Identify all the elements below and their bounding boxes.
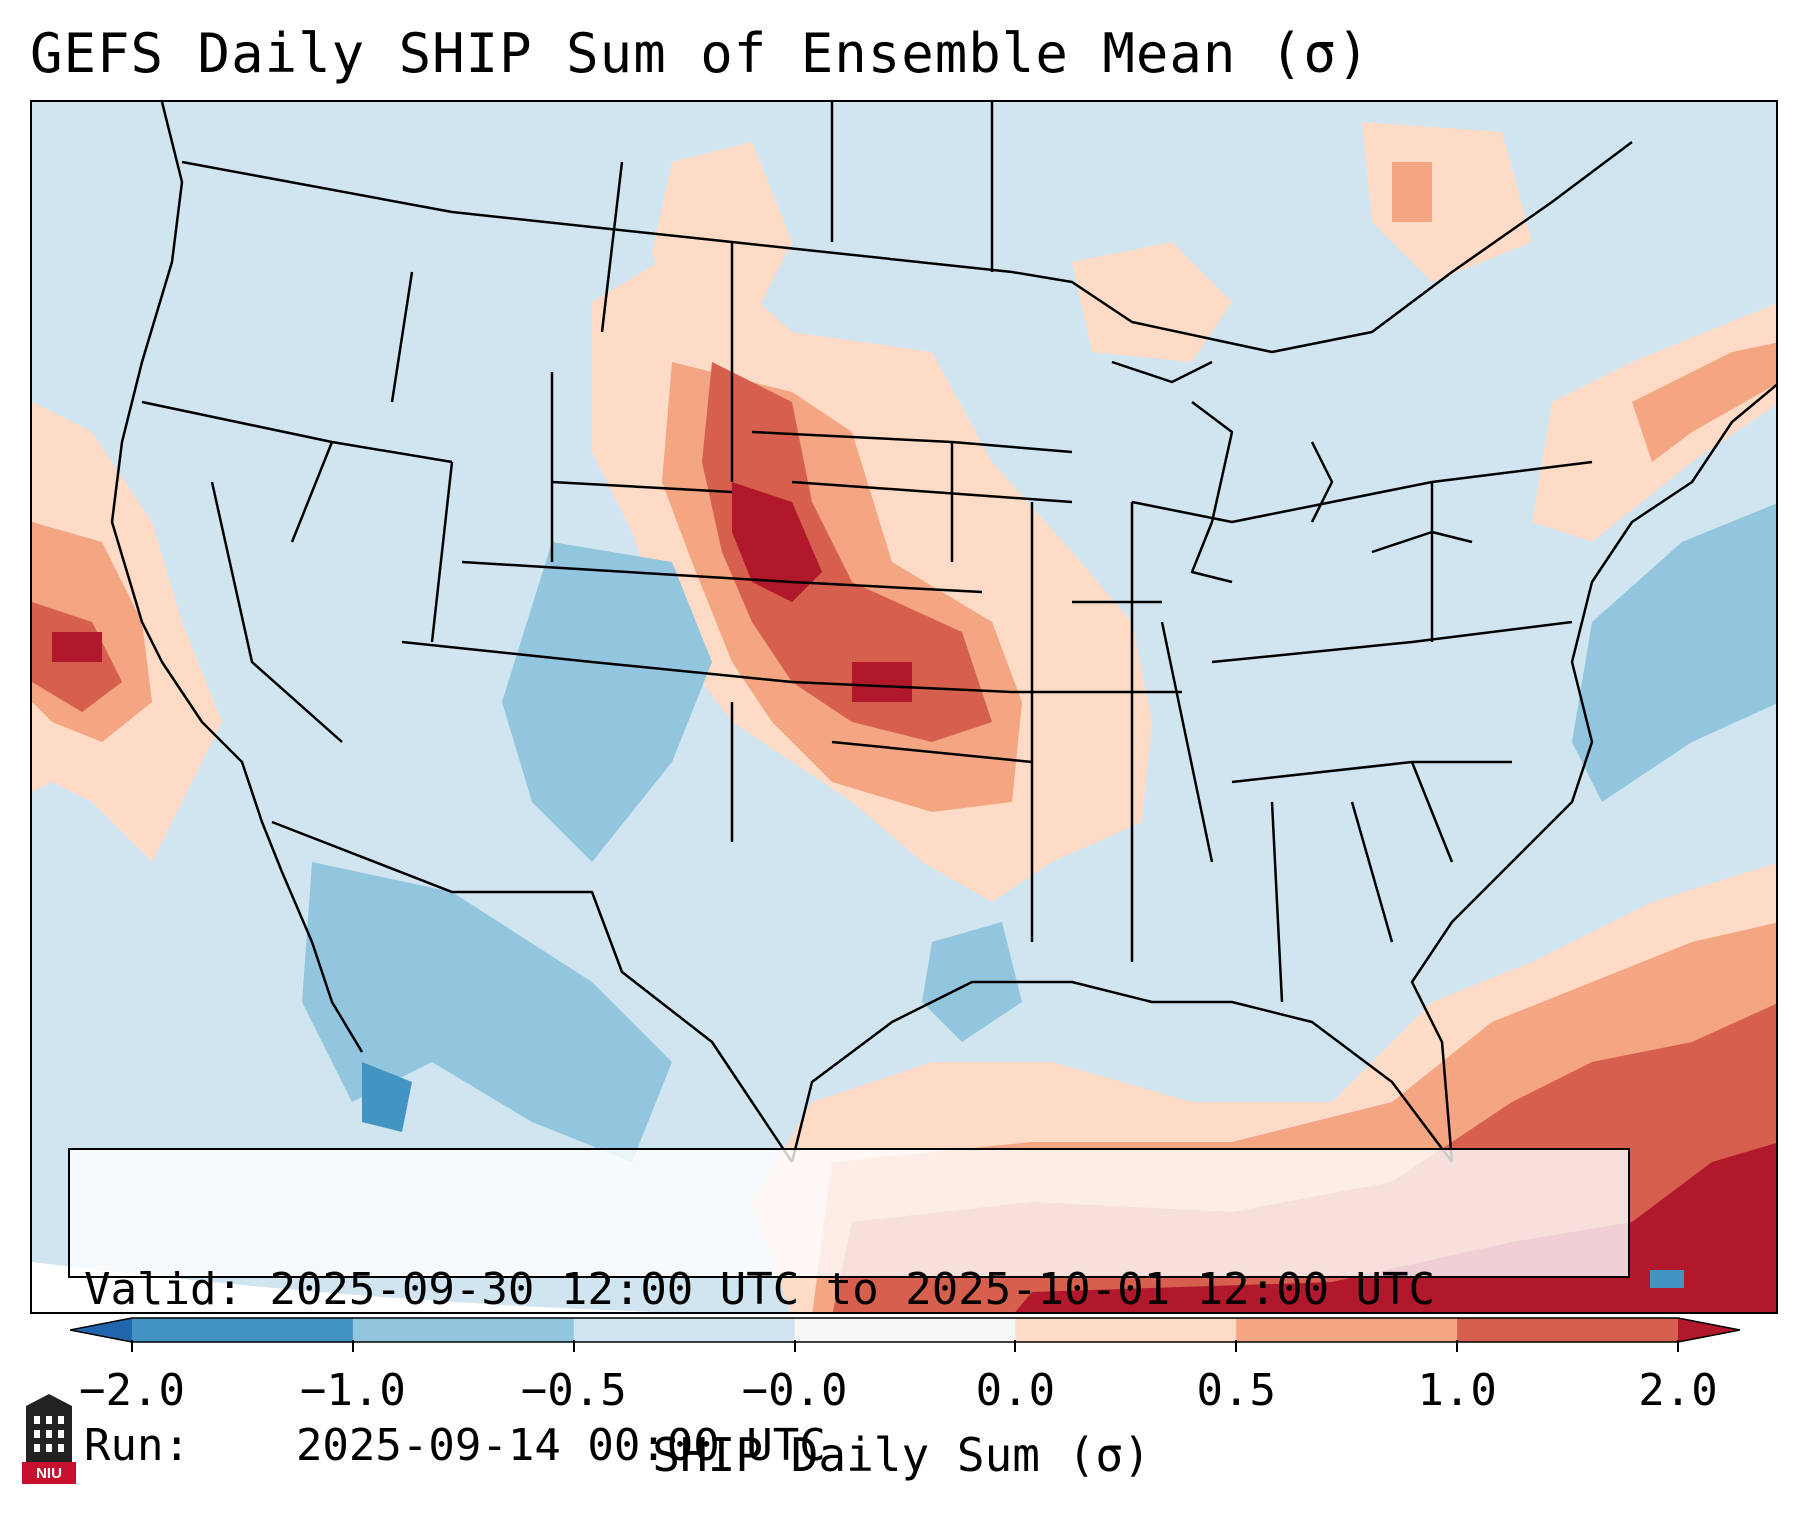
anomaly-ontario (1072, 242, 1232, 362)
state-lines-west (141, 102, 994, 743)
border-us-mexico (271, 820, 794, 1163)
colorbar-tick-mark (1677, 1340, 1679, 1352)
colorbar-tick-label: −1.0 (299, 1365, 406, 1416)
colorbar-tick-mark (1456, 1340, 1459, 1352)
colorbar-tick-label: 0.5 (1196, 1365, 1277, 1416)
colorbar-tick-mark (1235, 1340, 1238, 1352)
colorbar-tick-mark (793, 1340, 796, 1352)
state-lines-east (1131, 460, 1593, 1003)
anomaly-quebec-core (1392, 162, 1432, 222)
colorbar-bin (132, 1318, 354, 1342)
gulf-coast (790, 980, 1453, 1163)
coastline-west (110, 102, 364, 1053)
off-projection-area (32, 1262, 656, 1312)
anomaly-hispaniola-neg (1650, 1270, 1684, 1288)
anomaly-map (32, 102, 1776, 1312)
anomaly-kansas-peak (852, 662, 912, 702)
anomaly-atlantic-negative (1572, 503, 1776, 802)
great-lakes (1111, 360, 1473, 584)
niu-logo: NIU (20, 1392, 78, 1484)
colorbar-bin (1457, 1318, 1679, 1342)
colorbar-bin (794, 1318, 1016, 1342)
border-us-canada (181, 141, 1633, 354)
colorbar-tick-label: −0.5 (520, 1365, 627, 1416)
state-lines-central (730, 430, 1182, 962)
anomaly-southwest-negative (502, 542, 712, 862)
anomaly-pacific-peak (52, 632, 102, 662)
run-row: Run: 2025-09-14 00:00 UTC (84, 1420, 1614, 1472)
anomaly-plains-strong (702, 362, 992, 742)
colorbar-tick-label: 1.0 (1417, 1365, 1497, 1416)
anomaly-mexico-negative (302, 862, 672, 1162)
boundaries (110, 102, 1776, 1163)
anomaly-plains-peak (732, 482, 822, 602)
colorbar-tick-mark (131, 1340, 133, 1352)
east-coast (1410, 383, 1776, 1163)
colorbar-tick-label: 0.0 (975, 1365, 1056, 1416)
anomaly-new-england-core (1632, 342, 1776, 462)
colorbar (70, 1317, 1740, 1343)
valid-row: Valid: 2025-09-30 12:00 UTC to 2025-10-0… (84, 1264, 1614, 1316)
colorbar-tick-label: 2.0 (1638, 1365, 1718, 1416)
colorbar-tick-mark (351, 1340, 354, 1352)
anomaly-baja-strong (362, 1062, 412, 1132)
valid-label: Valid: (84, 1264, 243, 1315)
anomaly-canada-west (652, 142, 792, 322)
colorbar-bin (1236, 1318, 1458, 1342)
map-title: GEFS Daily SHIP Sum of Ensemble Mean (σ) (30, 22, 1371, 85)
colorbar-under-arrow (70, 1318, 132, 1342)
map-panel[interactable] (30, 100, 1778, 1314)
niu-logo-text: NIU (36, 1465, 62, 1482)
colorbar-label: SHIP Daily Sum (σ) (652, 1428, 1151, 1482)
colorbar-tick-mark (572, 1340, 575, 1352)
colorbar-over-arrow (1678, 1318, 1740, 1342)
colorbar-bin (352, 1318, 575, 1342)
colorbar-bin (1015, 1318, 1237, 1342)
colorbar-tick-label: −0.0 (741, 1365, 848, 1416)
colorbar-tick-label: −2.0 (79, 1365, 185, 1416)
colorbar-bin (573, 1318, 796, 1342)
run-value: 2025-09-14 00:00 UTC (295, 1420, 826, 1471)
valid-value: 2025-09-30 12:00 UTC to 2025-10-01 12:00… (269, 1264, 1436, 1315)
run-label: Run: (84, 1420, 190, 1471)
colorbar-tick-mark (1014, 1340, 1017, 1352)
valid-info-box: Valid: 2025-09-30 12:00 UTC to 2025-10-0… (68, 1148, 1630, 1471)
niu-logo-icon (22, 1394, 76, 1484)
